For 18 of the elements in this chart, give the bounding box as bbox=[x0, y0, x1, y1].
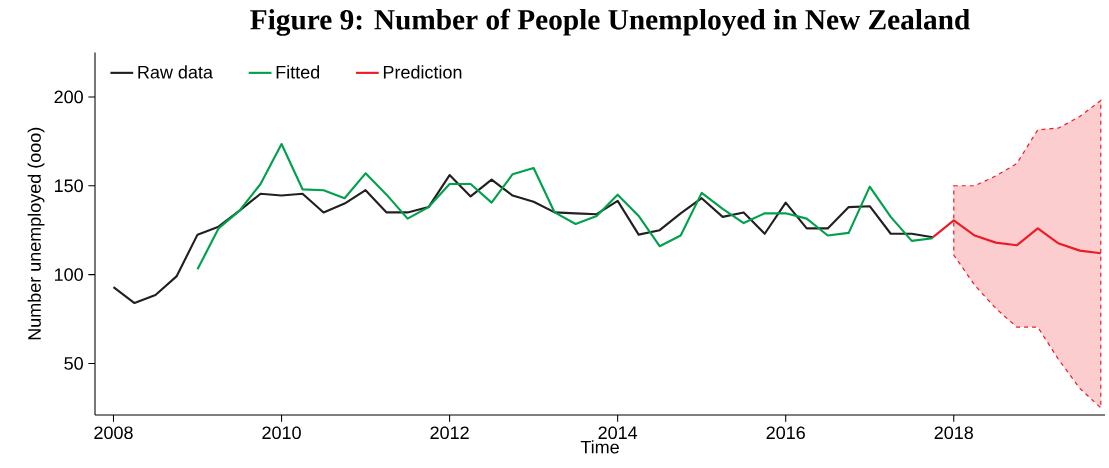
line-series bbox=[196, 142, 934, 271]
legend-label: Prediction bbox=[383, 65, 462, 79]
x-tick-label: 2016 bbox=[766, 426, 805, 440]
chart-title: Figure 9: Number of People Unemployed in New Zealand bbox=[250, 8, 970, 36]
legend-label: Raw data bbox=[138, 65, 213, 79]
x-tick-label: 2012 bbox=[430, 426, 469, 440]
x-tick-label: 2010 bbox=[262, 426, 301, 440]
legend-label: Fitted bbox=[276, 65, 320, 79]
y-tick-label: 100 bbox=[55, 268, 83, 281]
x-axis-title: Time bbox=[580, 440, 619, 454]
x-tick-label: 2014 bbox=[598, 426, 638, 440]
y-tick-label: 50 bbox=[64, 357, 83, 370]
line-series bbox=[112, 174, 934, 305]
x-tick-label: 2008 bbox=[94, 426, 133, 440]
y-tick-label: 150 bbox=[55, 179, 83, 193]
x-tick-label: 2018 bbox=[934, 426, 973, 440]
y-tick-label: 200 bbox=[54, 90, 83, 104]
y-axis-title: Number unemployed (ooo) bbox=[27, 127, 45, 340]
